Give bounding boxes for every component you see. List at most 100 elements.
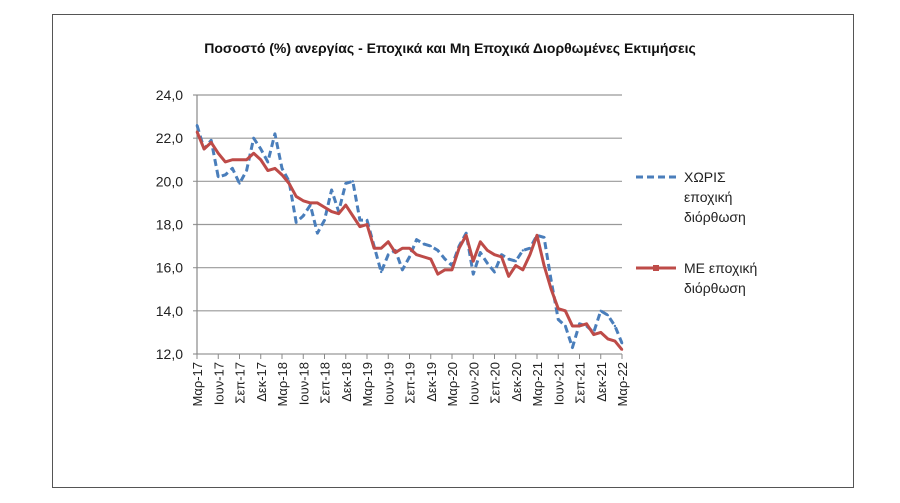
data-point (422, 242, 425, 246)
data-point (309, 201, 312, 205)
data-point (592, 333, 595, 336)
data-point (415, 238, 418, 241)
x-tick-label: Δεκ-19 (424, 362, 439, 402)
data-point (401, 268, 404, 272)
data-point (500, 255, 503, 259)
data-point (564, 309, 567, 313)
data-point (302, 214, 305, 218)
data-point (217, 175, 220, 179)
data-point (472, 272, 475, 276)
data-point (316, 201, 319, 205)
data-point (330, 210, 333, 213)
data-point (486, 249, 489, 252)
data-point (436, 249, 440, 252)
x-tick-label: Σεπ-20 (488, 362, 503, 404)
data-point (493, 270, 496, 274)
data-point (521, 249, 525, 252)
x-tick-label: Δεκ-20 (509, 362, 524, 402)
data-point (273, 132, 277, 136)
data-point (287, 182, 291, 185)
data-point (599, 331, 602, 334)
x-tick-label: Ιουν-18 (296, 362, 311, 405)
data-point (351, 180, 355, 183)
x-tick-label: Μαρ-22 (615, 362, 630, 407)
data-point (408, 255, 411, 259)
data-point (507, 257, 510, 261)
data-point (358, 218, 362, 222)
data-point (372, 247, 376, 250)
x-tick-label: Σεπ-19 (403, 362, 418, 404)
legend-label: διόρθωση (684, 280, 746, 296)
data-point (493, 253, 496, 256)
data-point (479, 251, 482, 254)
legend-label: ΜΕ εποχική (684, 260, 757, 276)
data-point (209, 139, 213, 142)
data-point (379, 247, 383, 250)
data-point (557, 318, 560, 321)
data-point (302, 199, 305, 202)
data-point (337, 212, 340, 215)
data-point (557, 307, 560, 310)
data-point (231, 167, 234, 170)
data-point (344, 203, 347, 207)
data-point (606, 337, 610, 341)
data-point (273, 167, 277, 170)
data-point (309, 203, 312, 207)
y-tick-label: 24,0 (156, 87, 183, 103)
y-tick-label: 22,0 (156, 130, 183, 146)
data-point (535, 234, 539, 237)
data-point (620, 342, 624, 345)
x-tick-label: Μαρ-19 (360, 362, 375, 407)
data-point (344, 182, 347, 185)
data-point (224, 173, 227, 177)
data-point (613, 324, 617, 328)
chart-frame (52, 14, 854, 488)
data-point (436, 272, 440, 276)
data-point (238, 182, 241, 185)
data-point (266, 169, 270, 172)
data-point (195, 124, 199, 127)
x-tick-label: Μαρ-18 (275, 362, 290, 407)
data-point (387, 253, 390, 256)
data-point (571, 346, 574, 349)
data-point (429, 257, 432, 261)
data-point (599, 309, 602, 313)
x-tick-label: Ιουν-17 (211, 362, 226, 405)
data-point (457, 247, 461, 250)
data-point (549, 288, 553, 291)
data-point (415, 253, 418, 256)
data-point (464, 231, 468, 235)
data-point (620, 348, 624, 351)
data-point (443, 268, 447, 272)
data-point (245, 169, 248, 172)
data-point (217, 152, 220, 155)
data-point (585, 322, 588, 325)
data-point (542, 236, 546, 239)
data-point (365, 218, 369, 222)
y-tick-label: 12,0 (156, 346, 183, 362)
data-point (521, 268, 525, 272)
data-point (401, 247, 404, 250)
x-tick-label: Μαρ-20 (445, 362, 460, 407)
data-point (209, 141, 213, 144)
data-point (252, 136, 255, 140)
data-point (266, 160, 270, 164)
x-tick-label: Δεκ-18 (339, 362, 354, 402)
data-point (450, 268, 454, 272)
legend-label: ΧΩΡΙΣ (684, 169, 726, 185)
data-point (578, 324, 581, 328)
data-point (379, 270, 383, 274)
x-tick-label: Μαρ-21 (530, 362, 545, 407)
data-point (408, 247, 411, 250)
data-point (472, 259, 475, 263)
data-point (549, 279, 553, 282)
legend-label: διόρθωση (684, 209, 746, 225)
data-point (280, 173, 284, 177)
data-point (231, 158, 234, 161)
y-tick-label: 14,0 (156, 303, 183, 319)
x-tick-label: Ιουν-19 (381, 362, 396, 405)
data-point (365, 223, 369, 226)
data-point (443, 257, 447, 261)
data-point (316, 231, 319, 235)
x-tick-label: Ιουν-21 (551, 362, 566, 405)
